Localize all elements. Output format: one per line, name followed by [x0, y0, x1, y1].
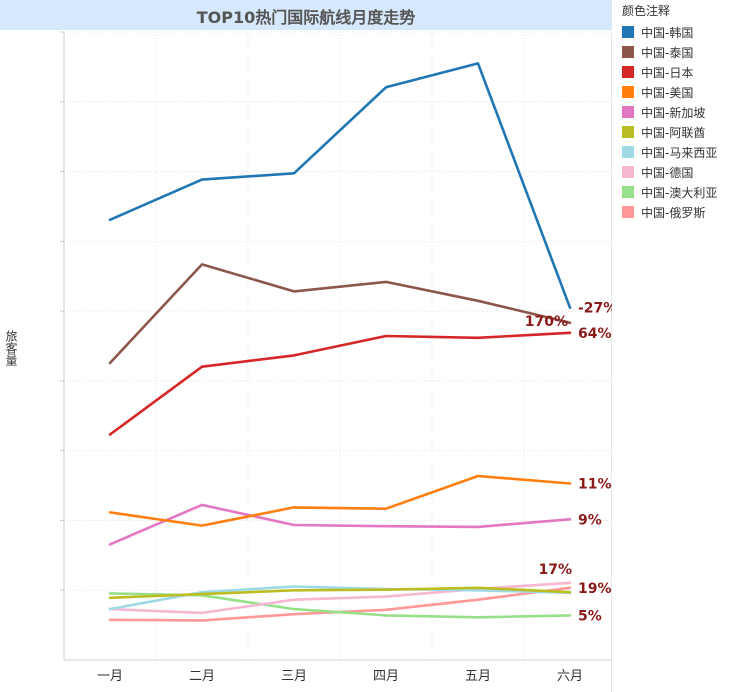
series-line	[108, 62, 572, 310]
x-tick-label: 二月	[189, 669, 215, 684]
legend-label: 中国-马来西亚	[641, 145, 718, 160]
legend-swatch	[622, 206, 634, 218]
x-tick-label: 五月	[465, 669, 491, 684]
data-label: 11%	[578, 477, 612, 493]
legend: 颜色注释 中国-韩国中国-泰国中国-日本中国-美国中国-新加坡 中国-阿联酋 中国-…	[622, 2, 732, 222]
y-axis-label: 旅客量	[4, 330, 18, 366]
series-line	[108, 263, 572, 365]
legend-item[interactable]: 中国-澳大利亚	[622, 182, 732, 202]
data-label: -27%	[578, 301, 612, 317]
series-line	[108, 586, 572, 622]
chart-title-bar	[0, 0, 612, 30]
x-tick-label: 四月	[373, 669, 399, 684]
legend-swatch	[622, 146, 634, 158]
legend-label: 中国-日本	[641, 65, 694, 80]
legend-item[interactable]: 中国-德国	[622, 162, 732, 182]
data-labels: -27% 170% 64% 11% 9% 17% 5% 19%	[525, 301, 612, 625]
series-line	[108, 503, 572, 546]
legend-label: 中国-澳大利亚	[641, 185, 718, 200]
legend-title: 颜色注释	[622, 4, 671, 18]
x-tick-label: 一月	[97, 669, 123, 684]
data-label: 9%	[578, 512, 602, 528]
axes	[60, 31, 612, 692]
legend-swatch	[622, 26, 634, 38]
legend-item[interactable]: 中国-马来西亚	[622, 142, 732, 162]
legend-item[interactable]: 中国-韩国	[622, 22, 732, 42]
legend-label: 中国-德国	[641, 165, 694, 180]
legend-swatch	[622, 106, 634, 118]
legend-item[interactable]: 中国-阿联酋	[622, 122, 732, 142]
data-label: 17%	[538, 562, 572, 578]
data-label: 170%	[525, 314, 568, 330]
legend-label: 中国-泰国	[641, 45, 694, 60]
legend-label: 中国-新加坡	[641, 105, 706, 120]
legend-label: 中国-美国	[641, 85, 694, 100]
legend-item[interactable]: 中国-日本	[622, 62, 732, 82]
x-tick-labels: 一月 二月 三月 四月 五月 六月	[97, 669, 583, 684]
series-lines	[108, 62, 572, 622]
legend-swatch	[622, 86, 634, 98]
legend-swatch	[622, 46, 634, 58]
data-label: 64%	[578, 326, 612, 342]
legend-swatch	[622, 166, 634, 178]
data-label: 5%	[578, 608, 602, 624]
legend-items: 中国-韩国中国-泰国中国-日本中国-美国中国-新加坡 中国-阿联酋 中国-马来西亚中…	[622, 22, 732, 222]
legend-item[interactable]: 中国-美国	[622, 82, 732, 102]
legend-label: 中国-俄罗斯	[641, 205, 706, 220]
legend-item[interactable]: 中国-俄罗斯	[622, 202, 732, 222]
x-tick-label: 六月	[557, 669, 583, 684]
legend-swatch	[622, 186, 634, 198]
legend-label: 中国-韩国	[641, 25, 694, 40]
data-label: 19%	[578, 581, 612, 597]
legend-label: 中国-阿联酋	[641, 125, 706, 140]
series-line	[108, 331, 572, 436]
legend-item[interactable]: 中国-泰国	[622, 42, 732, 62]
series-line	[108, 474, 572, 527]
legend-item[interactable]: 中国-新加坡	[622, 102, 732, 122]
x-tick-label: 三月	[281, 669, 307, 684]
series-line	[108, 586, 572, 600]
line-chart: -27% 170% 64% 11% 9% 17% 5% 19% 一月 二月 三月 四月 五月 六月	[60, 31, 612, 692]
legend-swatch	[622, 66, 634, 78]
legend-swatch	[622, 126, 634, 138]
chart-title: TOP10热门国际航线月度走势	[196, 8, 416, 27]
